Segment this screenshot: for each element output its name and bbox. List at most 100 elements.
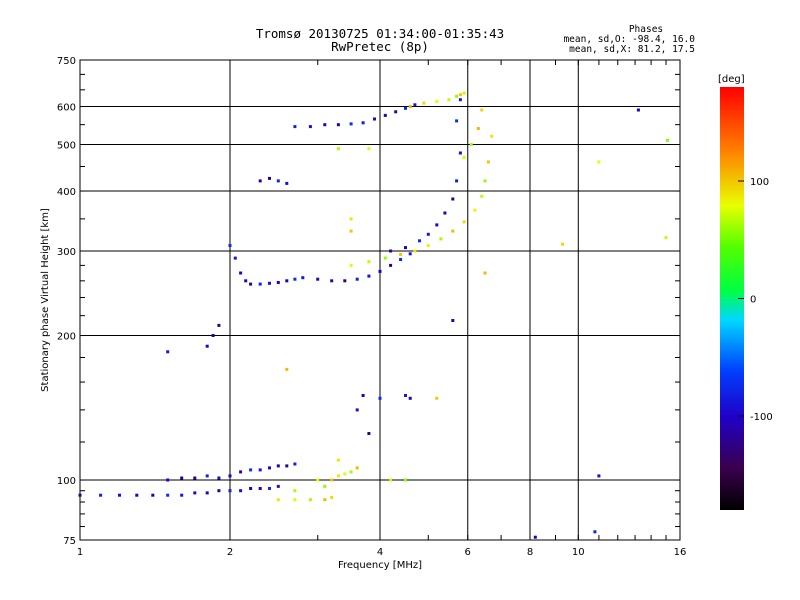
data-point [308,125,312,129]
data-point [217,489,221,493]
data-point [490,134,494,138]
x-tick-label: 4 [377,547,383,558]
data-point [285,367,289,371]
data-point [426,232,430,236]
data-point [469,143,473,146]
data-point [268,466,271,470]
data-point [561,242,565,246]
data-point [451,319,455,322]
data-point [462,220,466,224]
axis-ticks: 1 2 4 6 8 10 16 75 100 200 300 400 500 600 750 [57,56,686,558]
legend-line-x: mean, sd,X: 81.2, 17.5 [569,44,695,55]
data-point [228,244,232,247]
data-point [443,211,447,215]
data-point [367,274,371,278]
data-point [476,127,480,130]
data-point [378,396,382,400]
data-point [258,468,262,472]
data-point [258,179,262,183]
data-point [349,122,353,126]
x-axis-label: Frequency [MHz] [338,560,422,571]
data-point [217,476,221,480]
y-axis-label: Stationary phase Virtual Height [km] [40,208,51,392]
data-point [228,489,232,493]
grid [80,60,680,540]
data-point [285,279,289,283]
colorbar-ticks: 100 0 -100 [738,177,773,423]
data-point [455,179,459,183]
data-point [426,244,430,247]
series-x [276,91,669,502]
chart-subtitle: RwPretec (8p) [331,39,429,54]
data-point [323,123,327,127]
data-point [276,484,280,488]
data-point [408,252,412,256]
data-point [239,489,243,493]
data-point [343,279,347,283]
data-point [593,530,597,534]
data-point [483,271,487,275]
data-point [367,147,371,151]
data-point [349,470,353,474]
x-tick-label: 8 [527,547,533,558]
data-point [193,491,197,495]
data-point [389,478,393,482]
data-point [399,258,403,261]
y-tick-label: 75 [63,536,76,547]
data-point [451,229,455,233]
data-point [336,147,340,151]
data-point [458,151,462,155]
data-point [458,93,462,97]
data-point [435,396,439,400]
data-point [233,256,237,260]
data-point [343,472,347,476]
data-point [249,487,253,490]
data-point [473,208,477,212]
series-o [78,98,640,539]
data-point [435,99,439,103]
data-point [193,476,197,480]
data-point [666,138,669,142]
legend-title: Phases [629,24,663,35]
data-point [597,474,601,478]
colorbar-tick-label: 100 [750,177,769,188]
data-point [462,91,466,95]
data-point [323,484,327,488]
data-point [349,217,353,221]
data-point [486,160,490,164]
data-point [413,249,417,253]
data-point [276,498,280,502]
data-point [205,344,209,348]
data-point [330,478,334,482]
data-point [258,282,262,286]
data-point [285,464,289,468]
data-point [367,260,371,264]
y-tick-label: 400 [57,187,76,198]
data-point [355,408,359,412]
data-point [664,236,668,240]
data-point [293,125,297,129]
data-point [413,103,417,107]
data-point [308,498,312,502]
data-point [389,249,393,253]
data-point [383,113,387,117]
y-tick-label: 750 [57,56,76,67]
data-point [408,396,412,400]
data-point [533,535,537,539]
data-point [422,101,426,105]
colorbar-tick-label: 0 [750,295,756,306]
data-point [361,394,365,397]
data-point [244,279,248,283]
data-point [268,487,271,490]
data-point [239,470,243,474]
data-point [258,487,262,490]
data-point [118,493,121,497]
data-point [276,464,280,468]
x-tick-label: 1 [77,547,83,558]
data-point [205,491,209,495]
data-point [361,121,365,125]
data-point [455,94,459,98]
data-point [399,253,403,256]
